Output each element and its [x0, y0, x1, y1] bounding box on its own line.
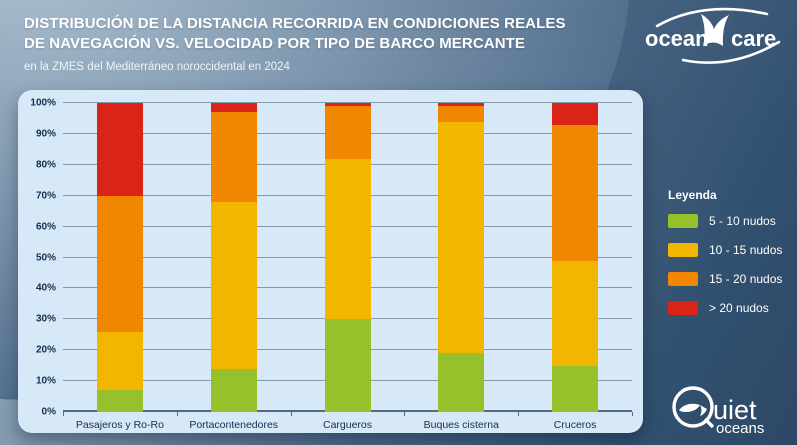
legend-items: 5 - 10 nudos 10 - 15 nudos 15 - 20 nudos > …	[668, 214, 782, 315]
bar-segment	[210, 112, 257, 202]
page-subtitle: en la ZMES del Mediterráneo noroccidenta…	[24, 60, 290, 73]
y-axis-label-50: 50%	[35, 252, 56, 263]
x-axis-tick	[290, 412, 292, 416]
y-axis-label-40: 40%	[35, 282, 56, 294]
legend-color-chip	[668, 214, 698, 228]
legend-item-label: 10 - 15 nudos	[709, 243, 783, 257]
bar-segment	[96, 331, 143, 391]
legend-item-0: 5 - 10 nudos	[668, 214, 782, 228]
chart-panel: 0% 10% 20% 30% 40% 50% 60% 70% 80% 90% 100% Pasajer…	[18, 90, 643, 433]
quiet-text: uiet	[713, 395, 757, 425]
legend-title: Leyenda	[668, 188, 717, 202]
category-label-0: Pasajeros y Ro-Ro	[75, 419, 164, 431]
legend-item-label: 5 - 10 nudos	[709, 214, 776, 228]
stacked-bar-4	[552, 103, 599, 412]
q-circle-icon	[672, 386, 714, 428]
whale-icon	[679, 403, 707, 416]
whale-tail-icon	[701, 14, 729, 46]
y-axis-label-60: 60%	[35, 221, 56, 233]
y-axis-label-100: 100%	[30, 97, 56, 109]
y-axis-label-80: 80%	[35, 159, 56, 171]
bar-segment	[324, 158, 371, 320]
bar-segment	[438, 121, 485, 354]
legend-color-chip	[668, 301, 698, 315]
whale-body-swoosh-icon	[655, 7, 781, 64]
bar-segment	[438, 353, 485, 412]
y-axis-label-70: 70%	[35, 190, 56, 202]
bar-segment	[552, 260, 599, 366]
bar-segment	[96, 390, 143, 412]
x-axis-tick	[63, 412, 64, 416]
title-line-1: DISTRIBUCIÓN DE LA DISTANCIA RECORRIDA E…	[24, 15, 566, 32]
legend-item-label: 15 - 20 nudos	[709, 272, 783, 286]
bar-segment	[96, 195, 143, 332]
category-label-4: Cruceros	[553, 419, 597, 431]
y-axis-label-90: 90%	[35, 128, 56, 140]
bar-segment	[210, 368, 257, 412]
legend-color-chip	[668, 243, 698, 257]
legend-item-2: 15 - 20 nudos	[668, 272, 782, 286]
bar-segment	[210, 201, 257, 369]
legend: Leyenda 5 - 10 nudos 10 - 15 nudos 15 - 20…	[668, 188, 782, 330]
stacked-bar-3	[438, 103, 485, 412]
x-axis-tick	[518, 412, 520, 416]
category-label-2: Cargueros	[322, 419, 373, 431]
legend-item-3: > 20 nudos	[668, 301, 782, 315]
bar-segment	[324, 319, 371, 412]
legend-item-1: 10 - 15 nudos	[668, 243, 782, 257]
bar-segment	[438, 106, 485, 122]
y-axis-label-20: 20%	[35, 344, 56, 356]
bar-segment	[210, 103, 257, 113]
x-axis-tick	[404, 412, 406, 416]
legend-item-label: > 20 nudos	[709, 301, 769, 315]
category-label-3: Buques cisterna	[423, 419, 499, 431]
gridline-100	[63, 102, 632, 103]
stacked-bar-0	[96, 103, 143, 412]
y-axis-label-10: 10%	[35, 375, 56, 387]
bar-segment	[438, 103, 485, 107]
q-tail-icon	[703, 417, 715, 429]
category-label-1: Portacontenedores	[189, 419, 279, 431]
oceans-text: oceans	[716, 420, 764, 437]
oceancare-logo: ocean care	[645, 7, 781, 64]
x-axis-tick	[632, 412, 633, 416]
stacked-bar-1	[210, 103, 257, 412]
title-line-2: DE NAVEGACIÓN VS. VELOCIDAD POR TIPO DE …	[24, 35, 525, 53]
header: DISTRIBUCIÓN DE LA DISTANCIA RECORRIDA E…	[24, 14, 566, 73]
y-axis-label-0: 0%	[41, 406, 56, 418]
bar-segment	[552, 103, 599, 125]
legend-color-chip	[668, 272, 698, 286]
bar-segment	[552, 365, 599, 412]
oceancare-text-care: care	[731, 26, 776, 51]
plot-area: 0% 10% 20% 30% 40% 50% 60% 70% 80% 90% 100% Pasajer…	[30, 98, 633, 431]
bar-segment	[552, 124, 599, 261]
oceancare-text-ocean: ocean	[645, 26, 709, 51]
bar-segment	[324, 103, 371, 107]
bar-segment	[324, 106, 371, 159]
page-title: DISTRIBUCIÓN DE LA DISTANCIA RECORRIDA E…	[24, 14, 566, 55]
x-axis-tick	[176, 412, 178, 416]
bar-segment	[96, 103, 143, 196]
quietoceans-logo: uiet oceans	[672, 386, 764, 437]
stacked-bar-2	[324, 103, 371, 412]
y-axis-label-30: 30%	[35, 313, 56, 325]
